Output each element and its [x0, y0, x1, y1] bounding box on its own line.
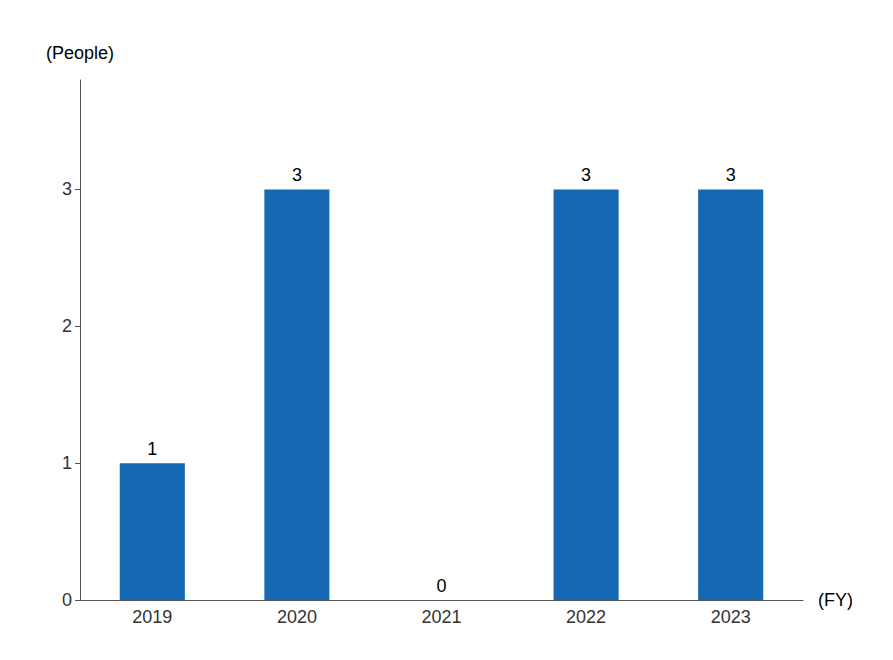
svg-text:3: 3: [726, 165, 736, 185]
svg-text:2021: 2021: [421, 607, 461, 627]
svg-text:0: 0: [436, 576, 446, 596]
svg-text:3: 3: [581, 165, 591, 185]
svg-text:1: 1: [62, 453, 72, 473]
svg-text:(FY): (FY): [818, 590, 853, 610]
svg-text:2020: 2020: [277, 607, 317, 627]
svg-text:2019: 2019: [132, 607, 172, 627]
svg-text:(People): (People): [46, 43, 114, 63]
svg-text:3: 3: [62, 179, 72, 199]
svg-text:2022: 2022: [566, 607, 606, 627]
svg-text:1: 1: [147, 439, 157, 459]
svg-text:0: 0: [62, 590, 72, 610]
svg-text:3: 3: [292, 165, 302, 185]
svg-text:2: 2: [62, 316, 72, 336]
svg-text:2023: 2023: [711, 607, 751, 627]
